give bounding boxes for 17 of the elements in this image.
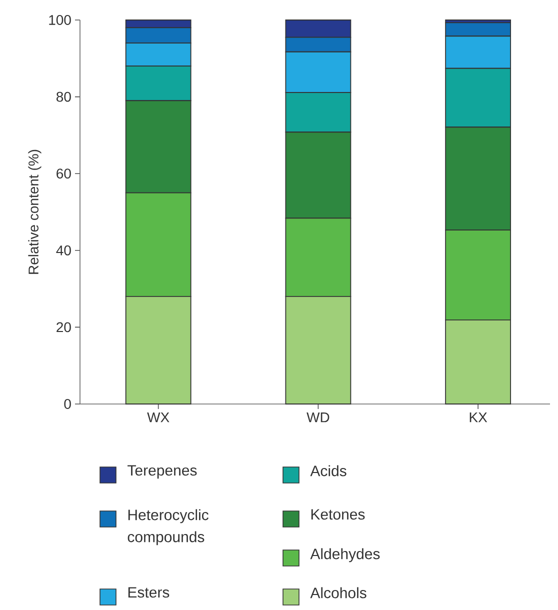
legend-label: Ketones bbox=[311, 509, 365, 520]
legend-label: Esters bbox=[128, 587, 170, 598]
legend-label: Aldehydes bbox=[310, 548, 380, 562]
x-tick-label: WD bbox=[306, 412, 330, 422]
y-tick-label: 80 bbox=[56, 92, 71, 102]
y-axis-title: Relative content (%) bbox=[28, 150, 42, 274]
legend-label: Alcohols bbox=[310, 587, 366, 598]
y-tick-label: 100 bbox=[49, 15, 71, 25]
legend-label: Terepenes bbox=[128, 465, 197, 479]
y-tick-label: 60 bbox=[56, 168, 71, 179]
y-tick-label: 20 bbox=[56, 322, 71, 332]
legend-label: Acids bbox=[310, 465, 346, 476]
x-tick-label: WX bbox=[147, 412, 170, 422]
y-tick-label: 40 bbox=[56, 245, 71, 256]
legend-label: Heterocyclic compounds bbox=[128, 509, 208, 546]
y-tick-label: 0 bbox=[64, 399, 71, 409]
x-tick-label: KX bbox=[470, 412, 488, 422]
